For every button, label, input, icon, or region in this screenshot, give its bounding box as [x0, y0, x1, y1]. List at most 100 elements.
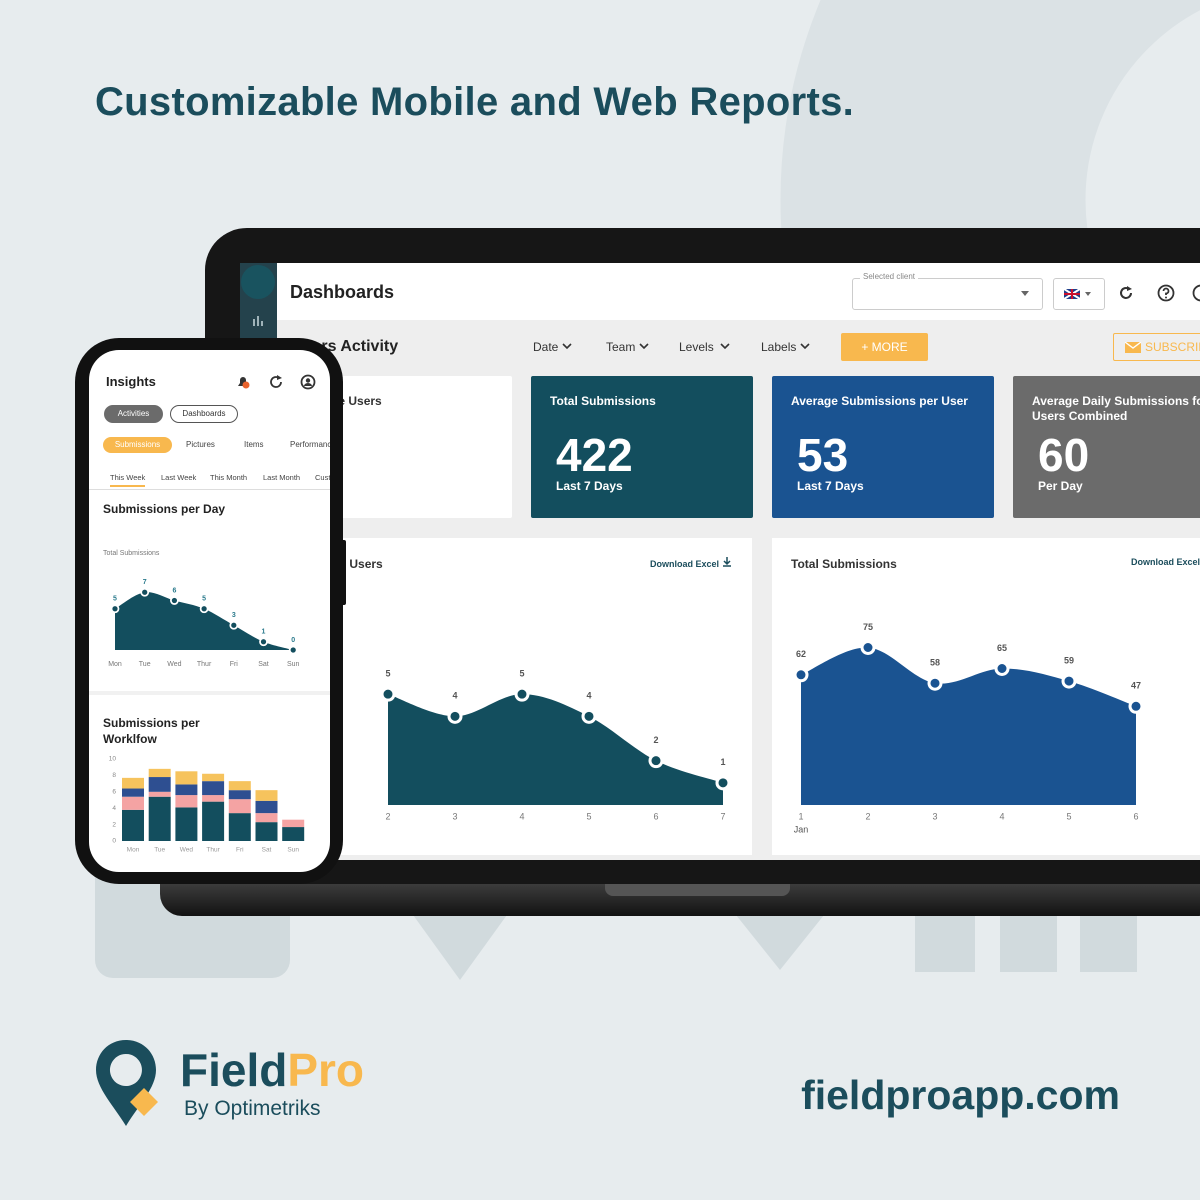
x-tick-label: 7 [720, 811, 725, 821]
filter[interactable]: Labels [761, 340, 811, 354]
filter-label: Team [606, 340, 636, 354]
period[interactable]: This Month [210, 473, 248, 482]
bar-segment [122, 777, 144, 789]
bar-segment [255, 822, 278, 841]
more-button[interactable]: + MORE [841, 333, 928, 361]
filter[interactable]: Levels [679, 340, 731, 354]
period[interactable]: Last Month [263, 473, 301, 482]
headline: Customizable Mobile and Web Reports. [95, 80, 855, 124]
bar-segment [175, 807, 198, 841]
area [388, 694, 723, 805]
y-axis-label: Total Submissions [103, 550, 160, 557]
brand: FieldPro [180, 1043, 364, 1097]
data-point [994, 661, 1010, 676]
help-icon[interactable] [1157, 284, 1175, 302]
sidebar-avatar[interactable] [241, 265, 275, 299]
period[interactable]: Last Week [161, 473, 197, 482]
bar-segment [255, 790, 278, 801]
kpi-card: Average Daily Submissions for All Users … [1013, 376, 1200, 518]
filter[interactable]: Date [533, 340, 573, 354]
filter[interactable]: Team [606, 340, 650, 354]
subscribe-label: SUBSCRIBE [1145, 340, 1200, 354]
subscribe-button[interactable]: SUBSCRIBE [1113, 333, 1200, 361]
phone-title: Insights [106, 374, 156, 389]
card-caption: Per Day [1038, 479, 1083, 493]
card-caption: Last 7 Days [556, 479, 623, 493]
y-tick-label: 4 [112, 805, 116, 812]
data-point [581, 708, 597, 724]
y-tick-label: 8 [112, 772, 116, 779]
data-label: 1 [262, 629, 266, 636]
filter-label: Labels [761, 340, 797, 354]
chart-title: Total Submissions [791, 557, 897, 571]
data-point [170, 596, 179, 605]
refresh-icon[interactable] [1118, 285, 1134, 301]
area [801, 647, 1136, 805]
card-value: 53 [797, 429, 849, 481]
x-tick-label: Mon [108, 661, 122, 668]
laptop-notch [605, 884, 790, 896]
user-icon[interactable] [1192, 284, 1200, 302]
kpi-card: Average Submissions per User 53 Last 7 Day… [772, 376, 994, 518]
brand-pro: Pro [287, 1044, 365, 1096]
x-tick-label: 5 [1066, 811, 1071, 821]
phone-icons[interactable] [235, 374, 319, 390]
x-tick-label: 2 [865, 811, 870, 821]
area [115, 592, 294, 650]
period-active[interactable]: This Week [110, 473, 146, 487]
client-select[interactable] [852, 278, 1043, 310]
brand-tagline: By Optimetriks [184, 1097, 321, 1120]
data-label: 47 [1131, 681, 1141, 691]
data-label: 58 [930, 658, 940, 668]
tab[interactable]: Pictures [186, 440, 215, 449]
x-tick-label: 4 [519, 811, 524, 821]
x-tick-label: 5 [586, 811, 591, 821]
decor-ring [780, 0, 1200, 710]
chevron [639, 343, 649, 350]
envelope-icon [1124, 341, 1142, 353]
toggle[interactable]: Dashboards [170, 405, 238, 423]
chevron [800, 343, 810, 350]
x-tick-label: Mon [127, 847, 140, 854]
x-tick-label: 3 [452, 811, 457, 821]
x-tick-label: Fri [236, 847, 244, 854]
tab-active[interactable]: Submissions [103, 437, 172, 453]
data-label: 65 [997, 643, 1007, 653]
data-point [514, 686, 530, 702]
bar-segment [202, 781, 225, 796]
bar-segment [122, 809, 144, 841]
download-link[interactable]: Download Excel [650, 557, 732, 569]
kpi-card: Total Submissions 422 Last 7 Days [531, 376, 753, 518]
card-caption: Last 7 Days [797, 479, 864, 493]
bar-segment [148, 791, 171, 797]
flag-icon [1064, 289, 1091, 299]
x-tick-label: 4 [999, 811, 1004, 821]
data-point [110, 604, 120, 614]
tab[interactable]: Performance [290, 440, 330, 449]
download-label: Download Excel [1131, 557, 1200, 567]
toggle[interactable]: Activities [104, 405, 163, 423]
tab[interactable]: Items [244, 440, 264, 449]
y-tick-label: 10 [109, 756, 117, 763]
data-label: 5 [113, 596, 117, 603]
data-point [860, 640, 876, 655]
data-point [715, 775, 731, 791]
bar-segment [228, 799, 251, 814]
data-label: 5 [519, 669, 524, 679]
sidebar-icon[interactable] [251, 313, 265, 327]
download-link[interactable]: Download Excel [1131, 557, 1200, 567]
y-tick-label: 0 [112, 838, 116, 845]
y-tick-label: 2 [112, 821, 116, 828]
filter-label: Date [533, 340, 559, 354]
data-point [447, 708, 463, 724]
site-url[interactable]: fieldproapp.com [801, 1072, 1120, 1118]
x-tick-label: Tue [139, 661, 151, 668]
x-tick-label: Wed [180, 847, 194, 854]
language-select[interactable] [1053, 278, 1105, 310]
x-tick-label: Thur [197, 661, 212, 668]
bar-segment [255, 813, 278, 823]
bar-segment [228, 790, 251, 800]
x-tick-label: 6 [653, 811, 658, 821]
period[interactable]: Custom [315, 473, 330, 482]
